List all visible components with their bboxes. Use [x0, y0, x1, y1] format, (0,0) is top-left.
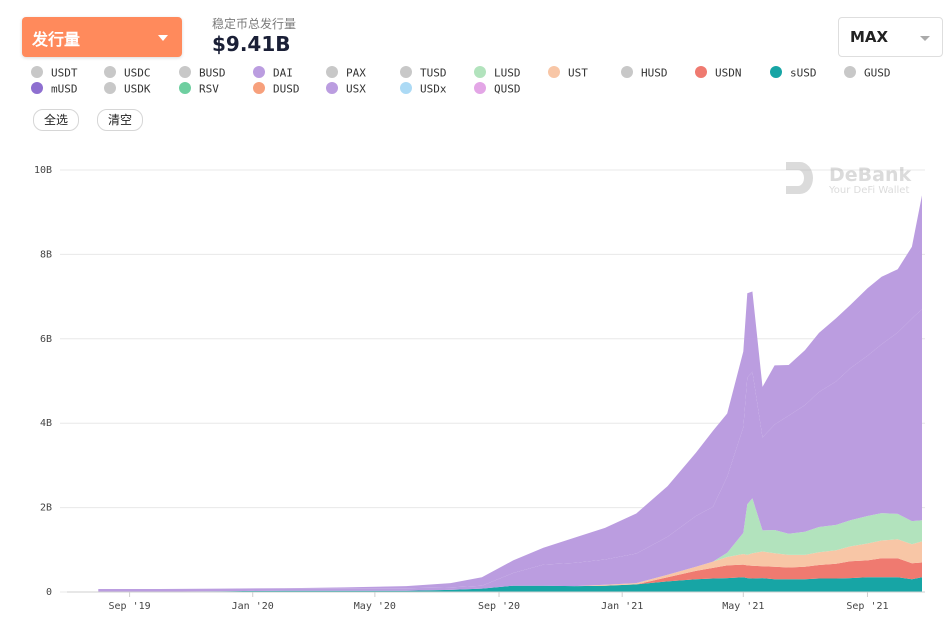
legend-label: USDN — [715, 66, 742, 80]
debank-watermark: DeBank Your DeFi Wallet — [786, 162, 911, 196]
series-areas — [98, 195, 923, 592]
legend-item-busd[interactable]: BUSD — [179, 66, 226, 82]
legend-item-husd[interactable]: HUSD — [621, 66, 668, 82]
legend-item-rsv[interactable]: RSV — [179, 82, 219, 98]
legend-label: mUSD — [51, 82, 78, 96]
legend-item-usdc[interactable]: USDC — [104, 66, 151, 82]
legend-label: LUSD — [494, 66, 521, 80]
legend-label: QUSD — [494, 82, 521, 96]
x-tick-label: Jan '20 — [232, 601, 274, 612]
legend-label: PAX — [346, 66, 366, 80]
legend-dot-icon — [104, 82, 116, 94]
metric-dropdown-label: 发行量 — [32, 30, 81, 49]
x-tick-label: Jan '21 — [601, 601, 643, 612]
legend-dot-icon — [695, 66, 707, 78]
legend-dot-icon — [621, 66, 633, 78]
clear-button[interactable]: 清空 — [97, 109, 144, 131]
metric-dropdown[interactable]: 发行量 — [22, 17, 182, 57]
debank-logo-icon — [786, 162, 813, 194]
caret-down-icon — [920, 36, 930, 41]
legend-label: RSV — [199, 82, 219, 96]
legend-dot-icon — [253, 66, 265, 78]
y-tick-label: 6B — [40, 334, 52, 345]
y-tick-label: 4B — [40, 418, 52, 429]
legend-dot-icon — [326, 66, 338, 78]
legend-item-dai[interactable]: DAI — [253, 66, 293, 82]
x-tick-label: Sep '21 — [846, 601, 888, 612]
legend-label: GUSD — [864, 66, 891, 80]
legend-item-lusd[interactable]: LUSD — [474, 66, 521, 82]
y-tick-label: 8B — [40, 249, 52, 260]
legend-item-susd[interactable]: sUSD — [770, 66, 817, 82]
legend-label: TUSD — [420, 66, 447, 80]
legend-dot-icon — [31, 66, 43, 78]
legend-dot-icon — [474, 66, 486, 78]
legend-dot-icon — [474, 82, 486, 94]
x-tick-label: Sep '19 — [109, 601, 151, 612]
total-supply-label: 稳定币总发行量 — [212, 17, 297, 31]
legend-row: mUSD USDK RSV DUSD USX USDx QUSD — [31, 82, 941, 98]
legend-row: USDT USDC BUSD DAI PAX TUSD LUSD UST HUSD USDN sUS… — [31, 66, 941, 82]
legend-label: USDT — [51, 66, 78, 80]
watermark-tagline: Your DeFi Wallet — [828, 185, 909, 196]
legend-dot-icon — [253, 82, 265, 94]
area-dai — [98, 309, 923, 592]
legend-dot-icon — [770, 66, 782, 78]
legend-item-usdx[interactable]: USDx — [400, 82, 447, 98]
legend-item-pax[interactable]: PAX — [326, 66, 366, 82]
area-lusd — [98, 498, 923, 592]
legend-item-musd[interactable]: mUSD — [31, 82, 78, 98]
legend-label: USX — [346, 82, 366, 96]
total-supply-value: $9.41B — [212, 32, 291, 56]
legend-dot-icon — [179, 66, 191, 78]
legend-item-usx[interactable]: USX — [326, 82, 366, 98]
area-ust — [98, 539, 923, 592]
legend-item-dusd[interactable]: DUSD — [253, 82, 300, 98]
area-usx — [98, 195, 923, 590]
legend-item-usdt[interactable]: USDT — [31, 66, 78, 82]
legend-label: DUSD — [273, 82, 300, 96]
legend-item-tusd[interactable]: TUSD — [400, 66, 447, 82]
legend-dot-icon — [31, 82, 43, 94]
legend-item-qusd[interactable]: QUSD — [474, 82, 521, 98]
legend-label: BUSD — [199, 66, 226, 80]
legend-label: HUSD — [641, 66, 668, 80]
y-tick-label: 0 — [46, 587, 52, 598]
x-tick-label: Sep '20 — [478, 601, 520, 612]
x-axis: Sep '19 Jan '20 May '20 Sep '20 Jan '21 May '… — [67, 591, 925, 612]
legend-label: DAI — [273, 66, 293, 80]
x-tick-label: May '20 — [354, 601, 396, 612]
y-axis: 0 2B 4B 6B 8B 10B — [34, 165, 52, 598]
time-range-label: MAX — [850, 28, 889, 46]
legend-label: USDx — [420, 82, 447, 96]
select-all-button[interactable]: 全选 — [33, 109, 80, 131]
y-tick-label: 10B — [34, 165, 52, 176]
legend-item-usdn[interactable]: USDN — [695, 66, 742, 82]
stacked-area-chart: 0 2B 4B 6B 8B 10B Sep '19 Jan '20 May '20 Sep '2… — [34, 162, 925, 612]
legend-dot-icon — [179, 82, 191, 94]
y-tick-label: 2B — [40, 503, 52, 514]
legend-dot-icon — [400, 66, 412, 78]
legend-label: sUSD — [790, 66, 817, 80]
legend: USDT USDC BUSD DAI PAX TUSD LUSD UST HUSD USDN sUS… — [31, 66, 941, 98]
legend-label: UST — [568, 66, 588, 80]
legend-item-ust[interactable]: UST — [548, 66, 588, 82]
legend-label: USDC — [124, 66, 151, 80]
legend-dot-icon — [104, 66, 116, 78]
area-susd — [98, 577, 923, 592]
legend-dot-icon — [326, 82, 338, 94]
legend-dot-icon — [400, 82, 412, 94]
caret-down-icon — [158, 35, 168, 41]
legend-item-usdk[interactable]: USDK — [104, 82, 151, 98]
time-range-dropdown[interactable]: MAX — [838, 17, 943, 57]
legend-label: USDK — [124, 82, 151, 96]
legend-item-gusd[interactable]: GUSD — [844, 66, 891, 82]
legend-dot-icon — [548, 66, 560, 78]
area-usdn — [98, 558, 923, 592]
x-tick-label: May '21 — [722, 601, 764, 612]
watermark-brand: DeBank — [829, 164, 911, 186]
legend-dot-icon — [844, 66, 856, 78]
